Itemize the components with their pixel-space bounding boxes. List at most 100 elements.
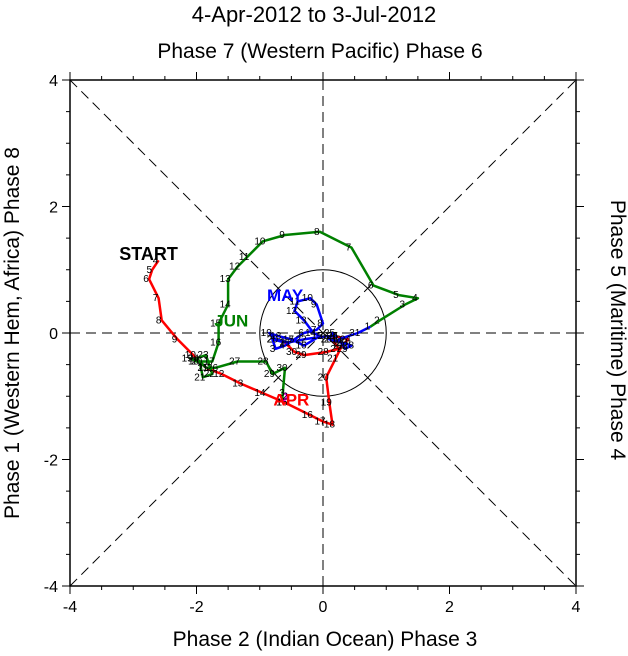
y-tick-label: -2	[44, 453, 58, 470]
day-label: 27	[229, 356, 241, 367]
day-label: 28	[343, 341, 355, 352]
day-label: 27	[330, 344, 342, 355]
day-label: 24	[327, 331, 339, 342]
day-label: 15	[210, 319, 222, 330]
day-label: 21	[194, 372, 206, 383]
y-tick-label: 4	[49, 73, 58, 90]
day-label: 25	[197, 363, 209, 374]
x-tick-label: 0	[319, 599, 328, 616]
day-label: 29	[295, 350, 307, 361]
day-label: 15	[276, 398, 288, 409]
day-label: 14	[220, 300, 232, 311]
day-label: 29	[337, 344, 349, 355]
series-lines	[147, 230, 420, 426]
day-label: 21	[327, 353, 339, 364]
day-label: 7	[346, 243, 352, 254]
day-label: 19	[321, 398, 333, 409]
day-label: 18	[324, 420, 336, 431]
day-label: 1	[279, 337, 285, 348]
day-label: 8	[314, 227, 320, 238]
day-label: 5	[393, 290, 399, 301]
day-label: 4	[279, 341, 285, 352]
month-label-may: MAY	[267, 286, 304, 305]
day-label: 30	[330, 334, 342, 345]
right-phase-label: Phase 5 (Maritime) Phase 4	[606, 200, 628, 461]
day-label: 6	[368, 281, 374, 292]
day-label: 22	[295, 334, 307, 345]
day-label: 10	[185, 350, 197, 361]
day-label: 6	[298, 328, 304, 339]
top-phase-label: Phase 7 (Western Pacific) Phase 6	[157, 40, 482, 63]
day-label: 27	[333, 337, 345, 348]
day-label: 18	[270, 331, 282, 342]
day-label: 7	[153, 293, 159, 304]
day-label: 14	[305, 328, 317, 339]
day-label: 29	[264, 369, 276, 380]
phase-divider-lines	[69, 79, 577, 587]
day-label: 11	[290, 296, 301, 307]
day-label: 13	[220, 274, 232, 285]
month-labels: APR MAY JUN	[214, 286, 309, 409]
day-label: 15	[311, 331, 323, 342]
day-label: 25	[327, 331, 339, 342]
day-label: 23	[337, 337, 349, 348]
day-label: 4	[153, 255, 159, 266]
day-label: 3	[270, 344, 276, 355]
day-label: 12	[229, 262, 241, 273]
day-label: 26	[324, 334, 336, 345]
day-label: 16	[295, 341, 307, 352]
start-marker: START	[119, 244, 178, 264]
day-label: 21	[280, 337, 292, 348]
day-label: 5	[289, 334, 295, 345]
day-label: 24	[188, 353, 200, 364]
day-label: 20	[267, 334, 279, 345]
day-label: 13	[295, 315, 307, 326]
day-label: 11	[198, 363, 209, 374]
series-line-jul	[281, 392, 290, 404]
day-label: 25	[324, 328, 336, 339]
day-label: 2	[267, 334, 273, 345]
day-label: 28	[318, 347, 330, 358]
day-label: 14	[254, 388, 266, 399]
day-label: 7	[311, 325, 317, 336]
day-label: 20	[191, 356, 203, 367]
left-phase-label: Phase 1 (Western Hem, Africa) Phase 8	[1, 147, 24, 519]
x-tick-label: 2	[445, 599, 454, 616]
day-label: 30	[286, 347, 298, 358]
series-line-may	[267, 296, 371, 351]
series-line-apr	[147, 259, 350, 426]
day-label: 10	[254, 236, 266, 247]
day-label: 1	[365, 322, 371, 333]
day-label: 10	[302, 293, 314, 304]
diagonal-line	[69, 79, 577, 587]
day-label: 2	[374, 315, 380, 326]
day-label: 6	[143, 274, 149, 285]
day-label: 19	[182, 353, 194, 364]
day-label: 9	[172, 334, 178, 345]
day-label: 8	[317, 319, 323, 330]
day-label: 24	[340, 334, 352, 345]
day-label: 18	[188, 356, 200, 367]
x-tick-label: 4	[572, 599, 581, 616]
day-label: 12	[213, 369, 225, 380]
bottom-phase-label: Phase 2 (Indian Ocean) Phase 3	[173, 628, 478, 651]
day-label: 11	[239, 252, 250, 263]
day-label: 30	[276, 363, 288, 374]
month-label-jun: JUN	[214, 311, 248, 330]
day-label: 26	[321, 334, 333, 345]
day-label: 22	[204, 369, 216, 380]
day-label: 28	[258, 356, 270, 367]
day-label: 1	[276, 398, 282, 409]
day-label: 4	[412, 293, 418, 304]
day-label: 20	[318, 372, 330, 383]
y-tick-label: 0	[49, 326, 58, 343]
x-tick-label: -2	[189, 599, 203, 616]
day-label: 9	[311, 300, 317, 311]
day-labels: 4567891011121314151617181920212223242526…	[143, 227, 418, 431]
day-label: 8	[156, 315, 162, 326]
y-tick-label: 2	[49, 200, 58, 217]
day-label: 31	[349, 328, 361, 339]
day-label: 23	[318, 331, 330, 342]
